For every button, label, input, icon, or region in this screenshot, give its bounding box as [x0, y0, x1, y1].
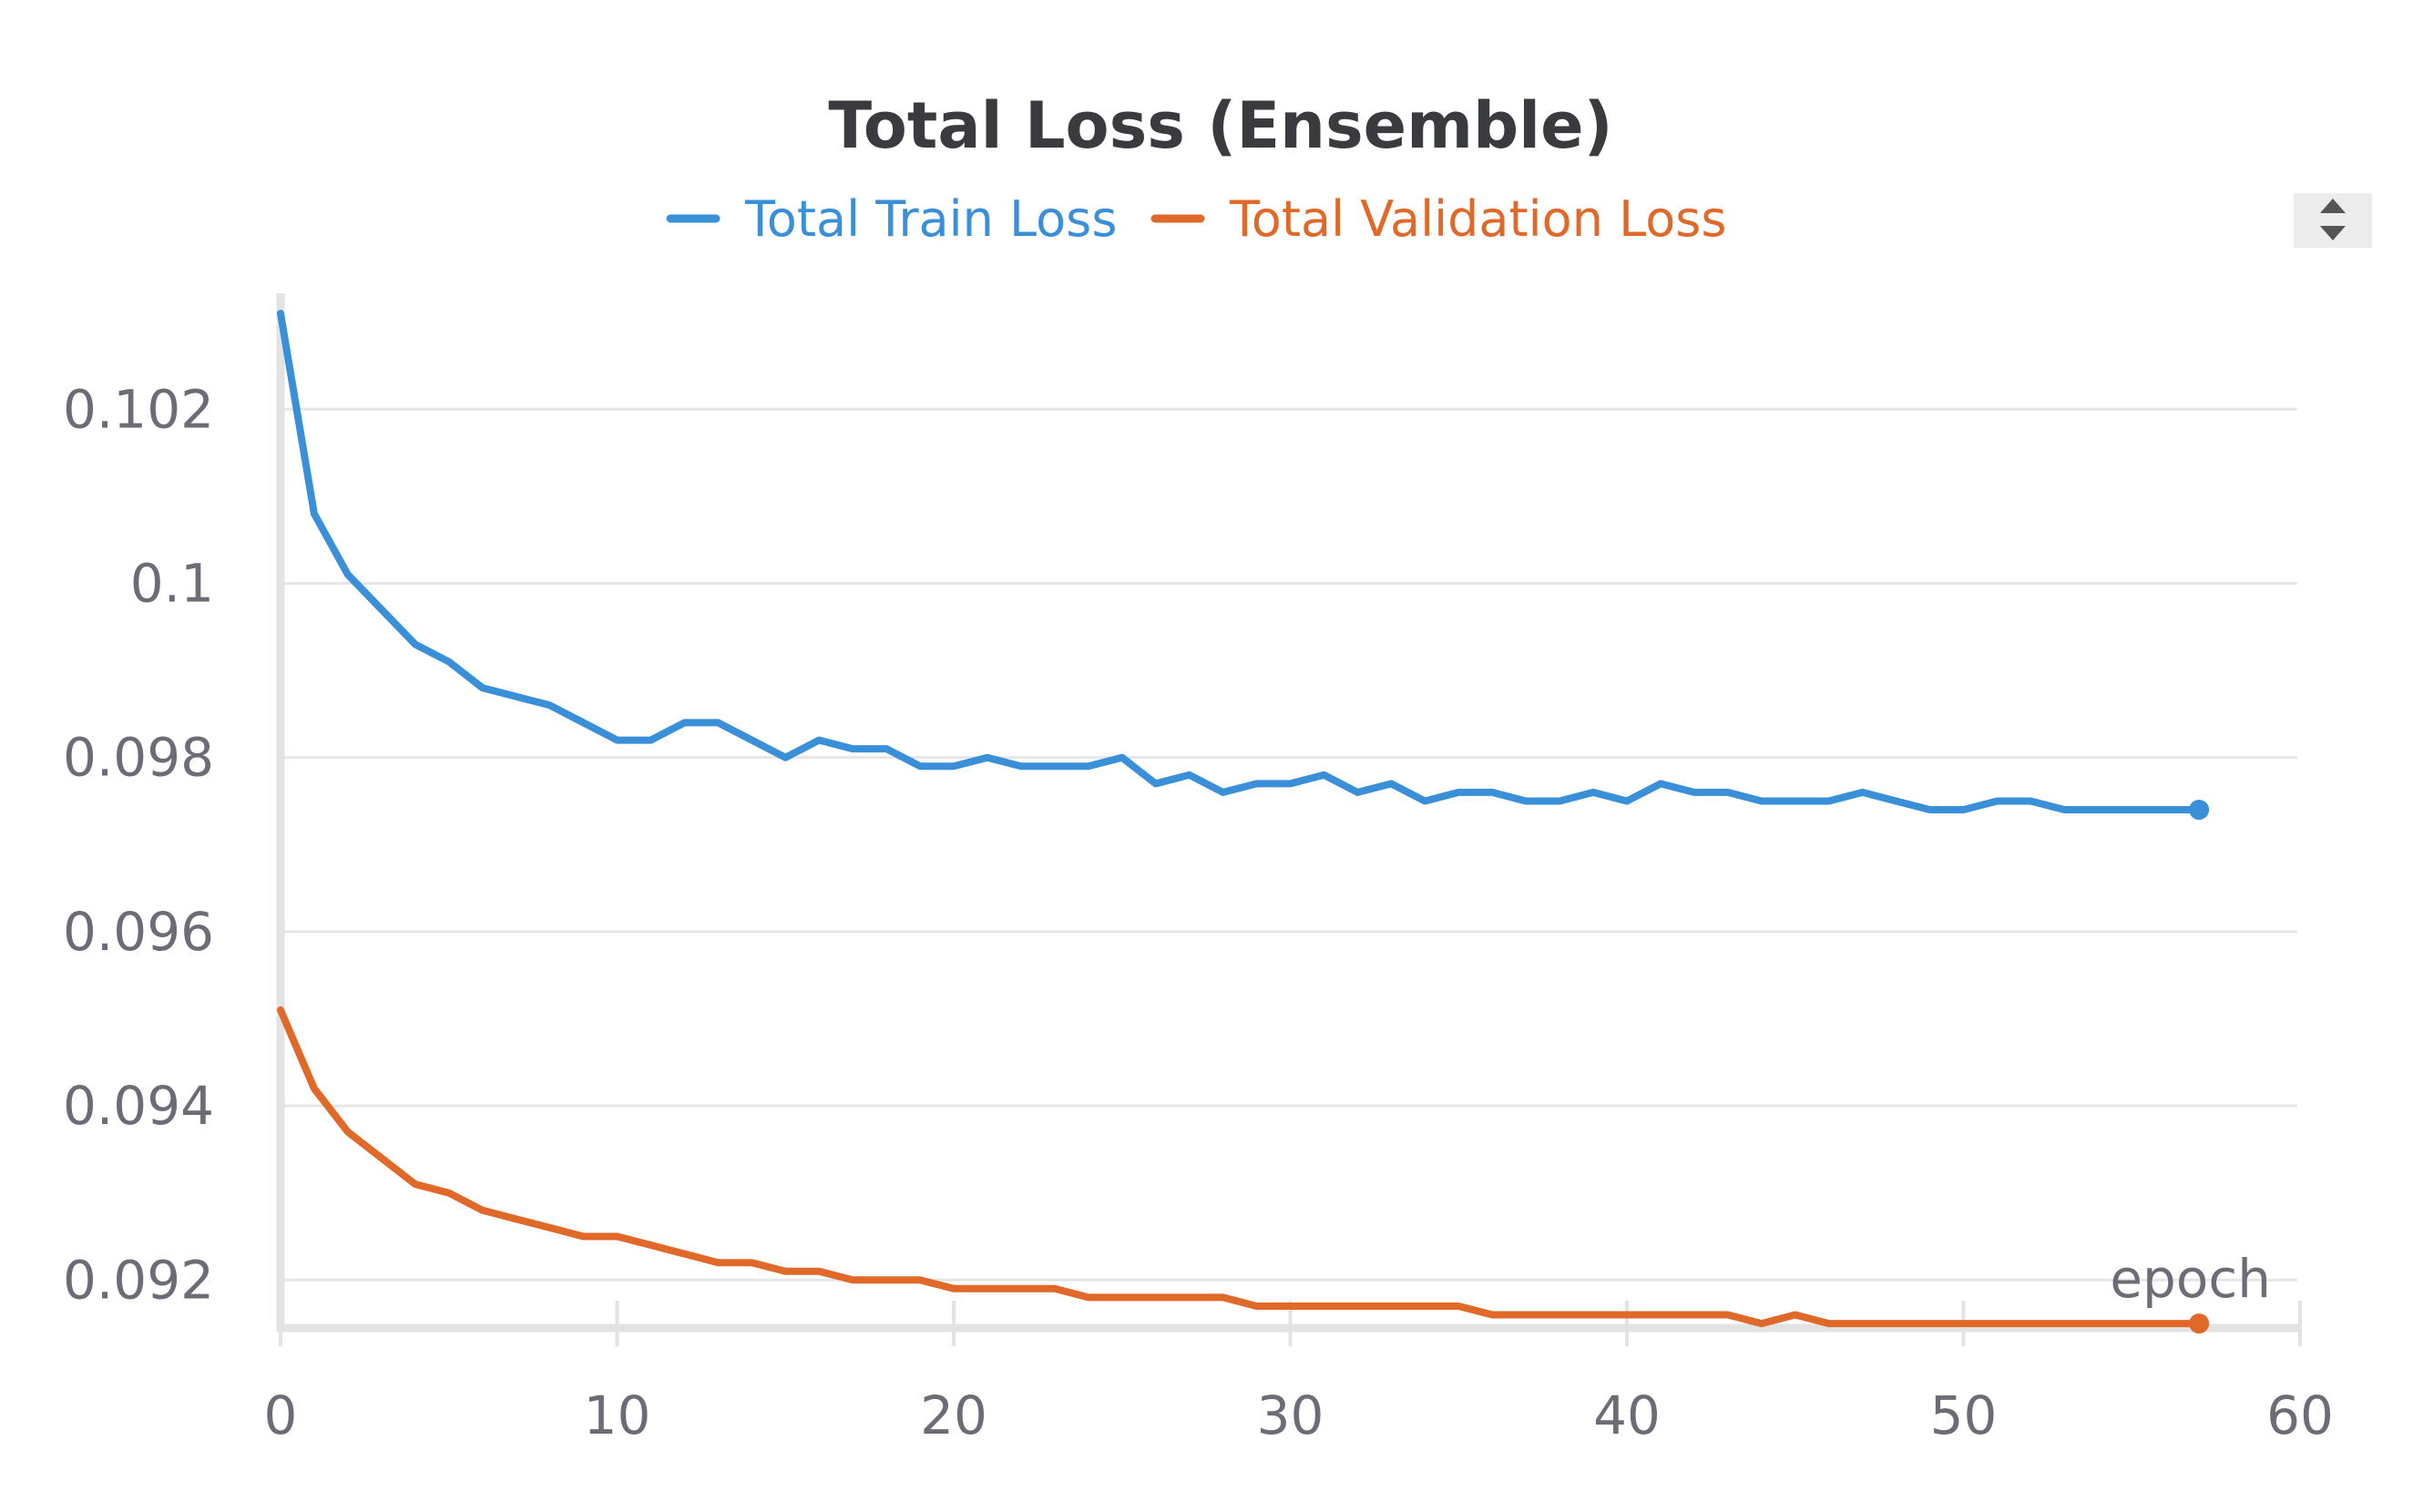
legend-label-validation: Total Validation Loss — [1229, 190, 1727, 248]
legend: Total Train Loss Total Validation Loss — [666, 190, 1727, 248]
x-tick-label: 60 — [2266, 1384, 2334, 1446]
chart-title: Total Loss (Ensemble) — [828, 88, 1612, 163]
y-tick-label: 0.098 — [63, 727, 214, 789]
y-tick-label: 0.096 — [63, 901, 214, 963]
y-axis-ticks: 0.092 0.094 0.096 0.098 0.1 0.102 — [63, 378, 214, 1311]
x-tick-label: 20 — [920, 1384, 987, 1446]
legend-item-validation[interactable]: Total Validation Loss — [1150, 190, 1727, 248]
series-endpoint-validation[interactable] — [2189, 1313, 2210, 1334]
series — [277, 310, 2210, 1334]
x-tick-label: 50 — [1930, 1384, 1998, 1446]
series-endpoint-train[interactable] — [2189, 800, 2210, 821]
series-line-validation — [277, 1006, 2203, 1328]
x-tick-label: 0 — [264, 1384, 298, 1446]
y-tick-label: 0.1 — [130, 552, 214, 614]
y-tick-label: 0.094 — [63, 1075, 214, 1137]
legend-item-train[interactable]: Total Train Loss — [666, 190, 1117, 248]
y-tick-label: 0.102 — [63, 378, 214, 440]
x-tick-label: 10 — [584, 1384, 651, 1446]
axes — [276, 293, 2300, 1333]
series-line-train — [277, 310, 2203, 813]
y-tick-label: 0.092 — [63, 1249, 214, 1311]
x-axis-title: epoch — [2110, 1248, 2271, 1310]
x-tick-label: 30 — [1257, 1384, 1324, 1446]
x-tick-label: 40 — [1593, 1384, 1661, 1446]
legend-sort-button[interactable] — [2294, 193, 2372, 248]
x-axis-ticks: 0 10 20 30 40 50 60 — [264, 1301, 2334, 1446]
sort-up-down-icon — [2320, 199, 2346, 240]
grid — [281, 407, 2297, 1282]
legend-label-train: Total Train Loss — [744, 190, 1117, 248]
